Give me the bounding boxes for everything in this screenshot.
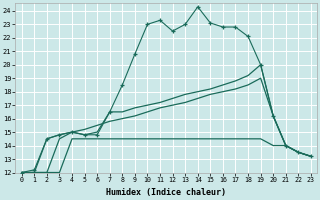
X-axis label: Humidex (Indice chaleur): Humidex (Indice chaleur) (106, 188, 226, 197)
